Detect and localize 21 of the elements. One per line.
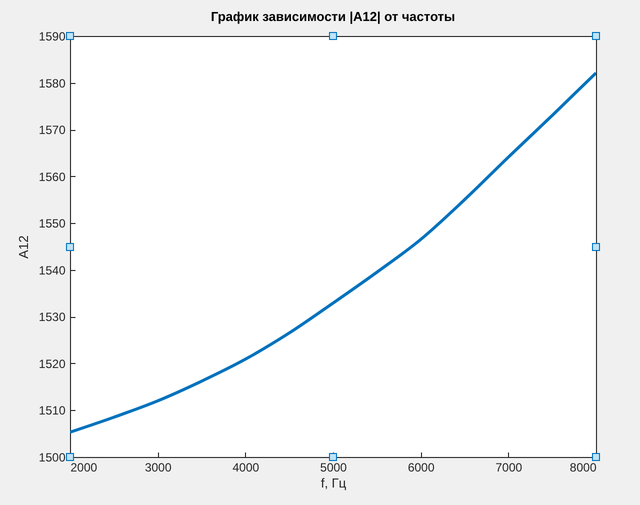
y-tick-label: 1590 — [38, 30, 66, 44]
chart-title: График зависимости |A12| от частоты — [210, 9, 456, 24]
x-tick-label: 5000 — [320, 460, 348, 474]
x-axis-title: f, Гц — [320, 476, 347, 490]
y-axis-title: A12 — [16, 235, 31, 259]
y-tick-label: 1570 — [38, 123, 66, 138]
y-tick-label: 1520 — [38, 356, 66, 371]
line-series — [70, 71, 596, 434]
x-tick-label: 4000 — [232, 460, 260, 474]
y-tick-label: 1530 — [38, 310, 66, 324]
y-tick-label: 1580 — [38, 76, 66, 90]
x-tick-label: 7000 — [495, 460, 523, 474]
x-tick-label: 2000 — [70, 460, 98, 474]
y-tick-label: 1540 — [38, 263, 66, 278]
y-tick-label: 1550 — [38, 216, 66, 231]
y-tick-label: 1510 — [38, 404, 66, 418]
y-tick-label: 1560 — [38, 170, 66, 184]
x-tick-label: 3000 — [144, 460, 172, 474]
x-tick-label: 6000 — [408, 460, 435, 474]
x-tick-label: 8000 — [570, 460, 597, 474]
y-tick-label: 1500 — [38, 450, 66, 464]
